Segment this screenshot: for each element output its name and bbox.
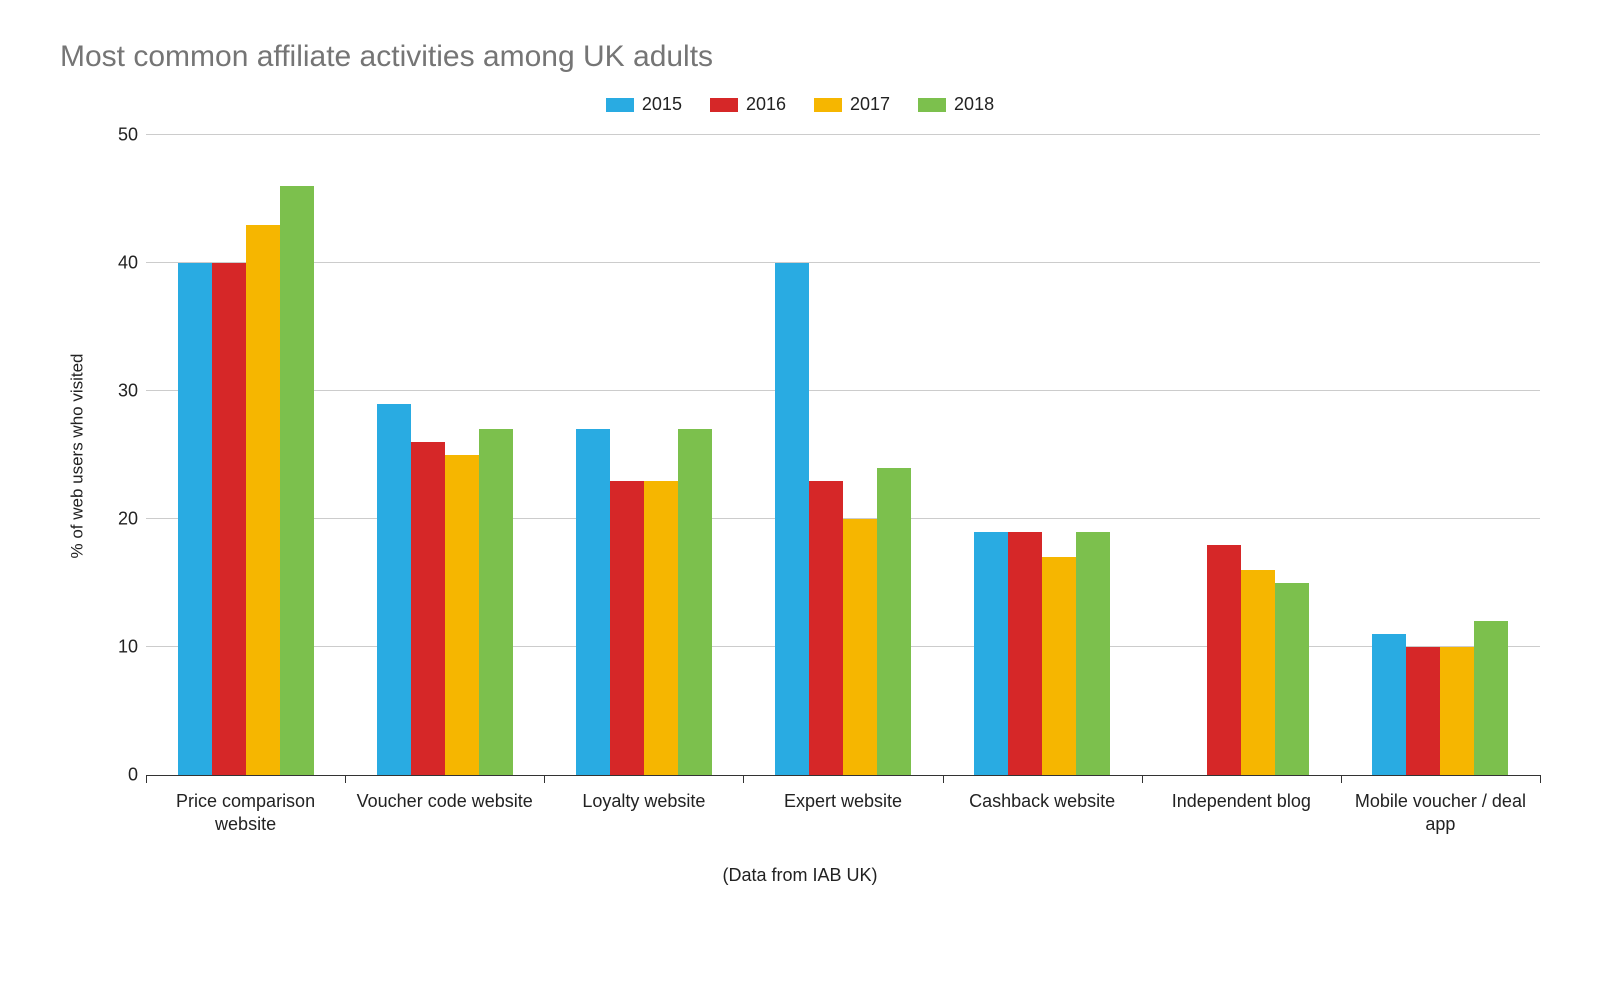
y-tick-label: 30 — [118, 381, 138, 402]
bar — [1008, 532, 1042, 775]
legend-item: 2015 — [606, 94, 682, 115]
bar-group — [146, 135, 345, 775]
x-axis-ticks-row: Price comparison websiteVoucher code web… — [146, 776, 1540, 835]
chart-container: Most common affiliate activities among U… — [0, 0, 1600, 987]
y-tick-label: 20 — [118, 509, 138, 530]
bar — [1076, 532, 1110, 775]
bar — [809, 481, 843, 775]
x-tick-mark — [1540, 775, 1541, 783]
legend-swatch — [918, 98, 946, 112]
x-tick-mark — [943, 775, 944, 783]
legend-label: 2016 — [746, 94, 786, 115]
x-tick-label: Loyalty website — [544, 776, 743, 835]
bar — [1474, 621, 1508, 775]
bar — [1440, 647, 1474, 775]
x-tick-mark — [146, 775, 147, 783]
legend-item: 2017 — [814, 94, 890, 115]
bar — [1207, 545, 1241, 775]
bar-group — [345, 135, 544, 775]
bar — [775, 263, 809, 775]
plot-area — [146, 135, 1540, 776]
bar — [644, 481, 678, 775]
bar — [877, 468, 911, 775]
x-axis-ticks: Price comparison websiteVoucher code web… — [146, 776, 1540, 835]
y-tick-label: 0 — [128, 765, 138, 786]
legend-item: 2016 — [710, 94, 786, 115]
x-tick-label: Independent blog — [1142, 776, 1341, 835]
bar-group — [1341, 135, 1540, 775]
legend-swatch — [710, 98, 738, 112]
y-tick-label: 50 — [118, 125, 138, 146]
x-tick-mark — [345, 775, 346, 783]
bar — [178, 263, 212, 775]
x-tick-label: Voucher code website — [345, 776, 544, 835]
bar — [212, 263, 246, 775]
legend-item: 2018 — [918, 94, 994, 115]
legend-label: 2017 — [850, 94, 890, 115]
bar — [1372, 634, 1406, 775]
bar — [1406, 647, 1440, 775]
bar — [1042, 557, 1076, 775]
bar — [246, 225, 280, 775]
x-axis-label: (Data from IAB UK) — [60, 865, 1540, 886]
bar — [479, 429, 513, 775]
bar-group — [544, 135, 743, 775]
bar — [576, 429, 610, 775]
bar — [411, 442, 445, 775]
x-tick-label: Cashback website — [943, 776, 1142, 835]
bar — [377, 404, 411, 775]
y-axis-label-col: % of web users who visited — [60, 135, 96, 776]
x-tick-mark — [743, 775, 744, 783]
x-tick-label: Expert website — [743, 776, 942, 835]
bar — [1275, 583, 1309, 775]
legend-label: 2015 — [642, 94, 682, 115]
bar — [1241, 570, 1275, 775]
chart-title: Most common affiliate activities among U… — [60, 40, 1540, 74]
legend-label: 2018 — [954, 94, 994, 115]
x-tick-mark — [544, 775, 545, 783]
bars-layer — [146, 135, 1540, 775]
bar — [445, 455, 479, 775]
legend-swatch — [814, 98, 842, 112]
bar-group — [743, 135, 942, 775]
x-tick-mark — [1341, 775, 1342, 783]
x-tick-mark — [1142, 775, 1143, 783]
bar — [678, 429, 712, 775]
legend-swatch — [606, 98, 634, 112]
plot-row: % of web users who visited 01020304050 — [60, 135, 1540, 776]
y-axis-label: % of web users who visited — [68, 353, 88, 558]
x-tick-label: Mobile voucher / deal app — [1341, 776, 1540, 835]
bar-group — [943, 135, 1142, 775]
legend: 2015 2016 2017 2018 — [60, 94, 1540, 115]
bar — [974, 532, 1008, 775]
bar — [280, 186, 314, 775]
x-tick-label: Price comparison website — [146, 776, 345, 835]
y-tick-label: 40 — [118, 253, 138, 274]
y-tick-label: 10 — [118, 637, 138, 658]
y-axis-ticks: 01020304050 — [96, 135, 146, 775]
bar — [843, 519, 877, 775]
bar — [610, 481, 644, 775]
bar-group — [1142, 135, 1341, 775]
